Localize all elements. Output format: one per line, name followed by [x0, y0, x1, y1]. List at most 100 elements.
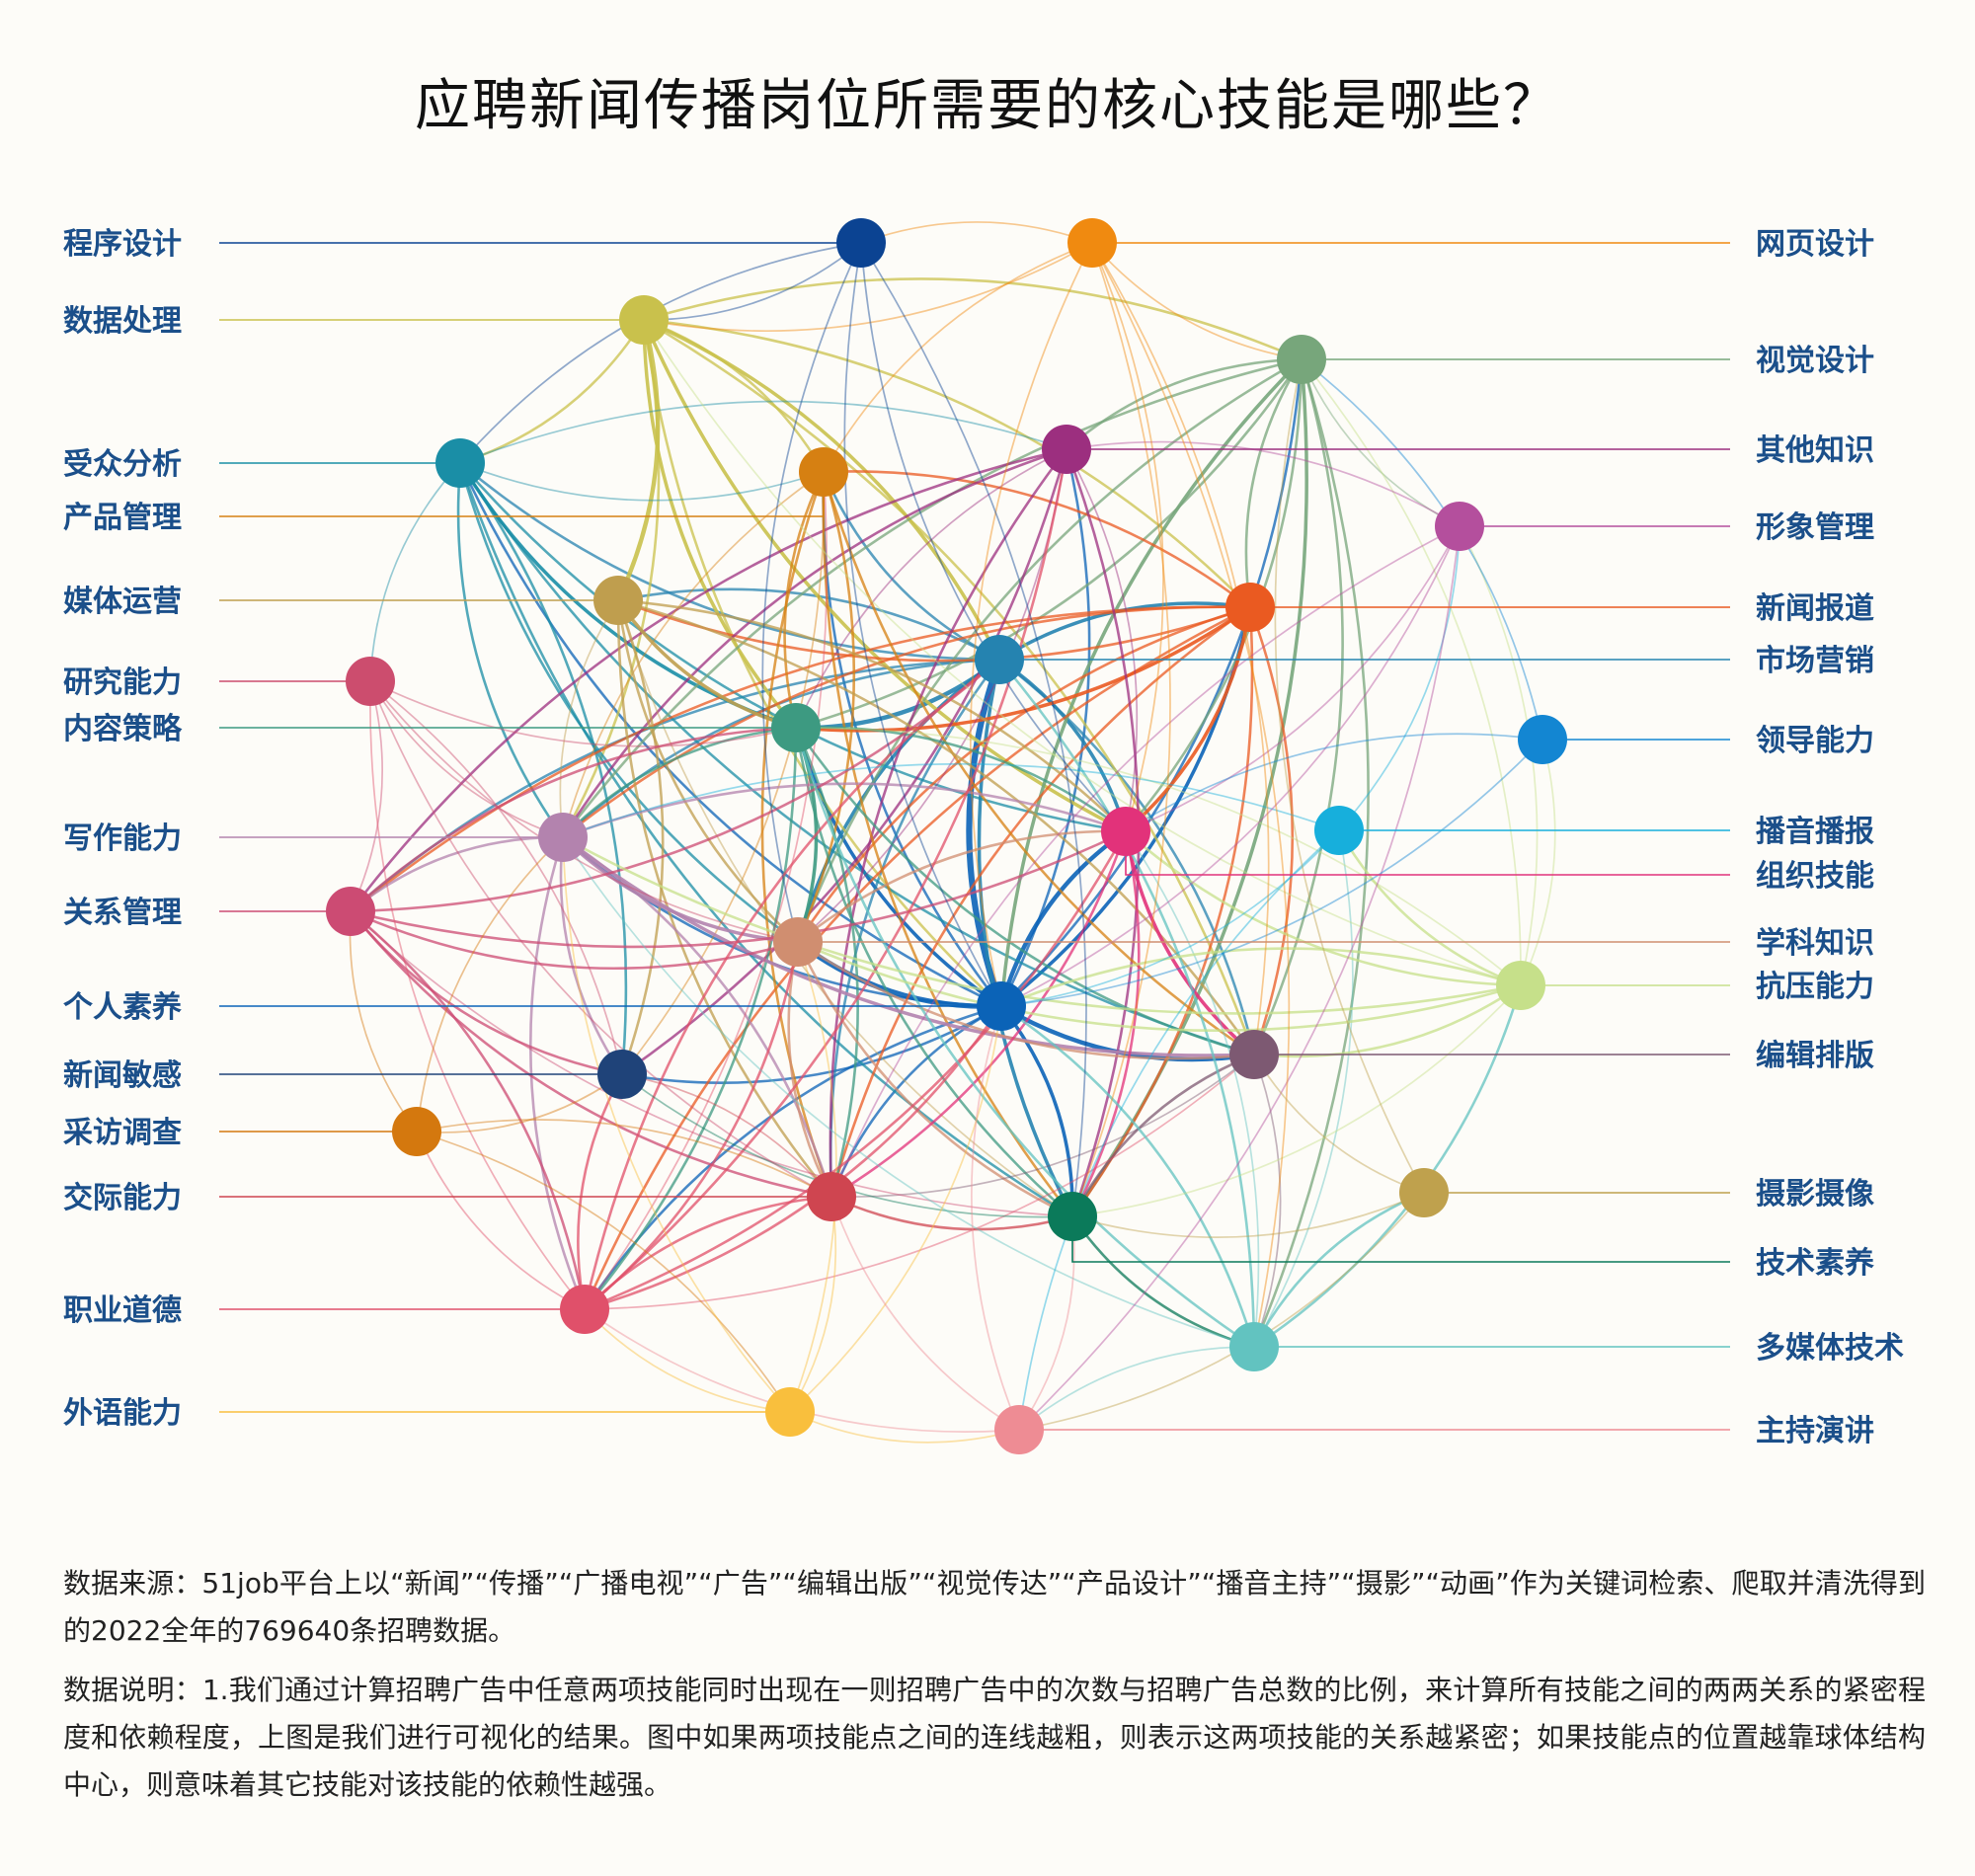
edge-102: [562, 782, 1127, 839]
skill-node-25: [807, 1172, 856, 1221]
edge-13: [458, 462, 1002, 1008]
edge-148: [1125, 830, 1260, 1348]
skill-node-10: [975, 635, 1024, 684]
skill-label-29: 外语能力: [63, 1396, 182, 1431]
skill-label-13: 领导能力: [1756, 724, 1874, 758]
edge-41: [456, 462, 565, 838]
edge-163: [1338, 525, 1461, 831]
skill-label-8: 媒体运营: [63, 585, 182, 619]
edge-183: [643, 242, 862, 321]
skill-node-5: [1042, 425, 1091, 474]
edge-200: [1071, 1192, 1425, 1239]
edge-31: [643, 318, 1251, 608]
skill-node-11: [346, 657, 395, 706]
edge-201: [1274, 358, 1425, 1194]
edge-181: [1091, 242, 1270, 1055]
skill-node-16: [1101, 807, 1150, 856]
edge-63: [830, 605, 1251, 1198]
data-source-note: 数据来源：51job平台上以“新闻”“传播”“广播电视”“广告”“编辑出版”“视…: [63, 1567, 1926, 1647]
edge-36: [561, 319, 661, 838]
edge-199: [1253, 1054, 1425, 1194]
edge-192: [369, 680, 623, 1075]
edge-127: [577, 1073, 624, 1310]
edge-174: [1091, 242, 1303, 360]
edge-32: [643, 318, 826, 473]
edge-27: [616, 319, 661, 601]
edge-161: [1301, 358, 1522, 986]
skill-node-3: [1277, 335, 1326, 384]
edge-48: [999, 357, 1304, 1007]
edge-39: [459, 462, 1127, 833]
edge-154: [797, 940, 1522, 1032]
edge-175: [860, 221, 1093, 244]
edge-187: [761, 242, 862, 943]
edge-124: [350, 829, 1127, 949]
edge-177: [970, 242, 1093, 1007]
edge-185: [843, 242, 1002, 1007]
edge-122: [350, 726, 797, 912]
edge-173: [1000, 739, 1543, 1007]
skill-node-14: [538, 813, 588, 862]
edge-61: [796, 605, 1251, 943]
edge-121: [350, 909, 799, 971]
edge-53: [1252, 358, 1344, 1055]
edge-191: [369, 680, 564, 838]
edge-209: [830, 1196, 1020, 1431]
edge-24: [822, 471, 1000, 662]
data-description-note: 数据说明：1.我们通过计算招聘广告中任意两项技能同时出现在一则招聘广告中的次数与…: [63, 1674, 1926, 1801]
edge-167: [1125, 525, 1461, 832]
edge-113: [830, 830, 1128, 1199]
edge-189: [369, 680, 797, 747]
skill-node-22: [597, 1050, 647, 1099]
skill-label-23: 采访调查: [63, 1116, 182, 1150]
edge-208: [789, 1411, 1020, 1444]
edge-9: [830, 1004, 1002, 1198]
edge-212: [1018, 1215, 1075, 1431]
edge-80: [760, 471, 833, 1198]
edge-159: [643, 319, 1522, 986]
edge-197: [349, 910, 418, 1133]
skill-label-1: 网页设计: [1756, 227, 1874, 262]
edge-136: [584, 1054, 1255, 1310]
edge-166: [1000, 525, 1461, 1007]
skill-node-20: [977, 981, 1026, 1031]
skill-label-6: 产品管理: [63, 501, 182, 535]
edge-3: [998, 829, 1128, 1007]
skill-node-17: [326, 887, 375, 936]
skill-node-0: [836, 218, 886, 268]
edge-143: [1253, 829, 1354, 1348]
edge-123: [350, 659, 1000, 913]
edge-138: [621, 1073, 832, 1198]
edge-146: [794, 727, 1255, 1349]
edge-77: [1066, 448, 1139, 832]
edge-30: [642, 319, 1127, 833]
edge-206: [562, 836, 791, 1413]
edge-57: [1301, 358, 1461, 527]
edge-129: [584, 448, 1068, 1310]
edges-layer: [349, 221, 1556, 1444]
nodes-layer: [326, 218, 1567, 1454]
edge-33: [459, 319, 646, 465]
edge-193: [369, 680, 832, 1198]
edge-180: [643, 242, 1093, 332]
skill-node-15: [1314, 806, 1364, 855]
skill-label-10: 市场营销: [1756, 644, 1874, 678]
edge-55: [1252, 358, 1370, 1348]
edge-111: [1124, 830, 1256, 1056]
edge-186: [860, 242, 1127, 832]
edge-78: [822, 471, 1255, 1056]
skill-label-25: 交际能力: [63, 1181, 182, 1215]
edge-137: [830, 1195, 1073, 1231]
edge-130: [583, 658, 1000, 1310]
skill-label-2: 数据处理: [63, 304, 182, 339]
skill-label-20: 个人素养: [63, 990, 182, 1025]
edge-195: [416, 1119, 832, 1198]
skill-label-17: 关系管理: [63, 896, 182, 930]
edge-90: [616, 599, 665, 1075]
edge-60: [795, 605, 1251, 733]
skill-label-12: 内容策略: [63, 712, 183, 746]
skill-node-4: [435, 438, 485, 488]
edge-89: [616, 599, 833, 1198]
skill-node-30: [994, 1405, 1044, 1454]
edge-14: [621, 1004, 1002, 1084]
